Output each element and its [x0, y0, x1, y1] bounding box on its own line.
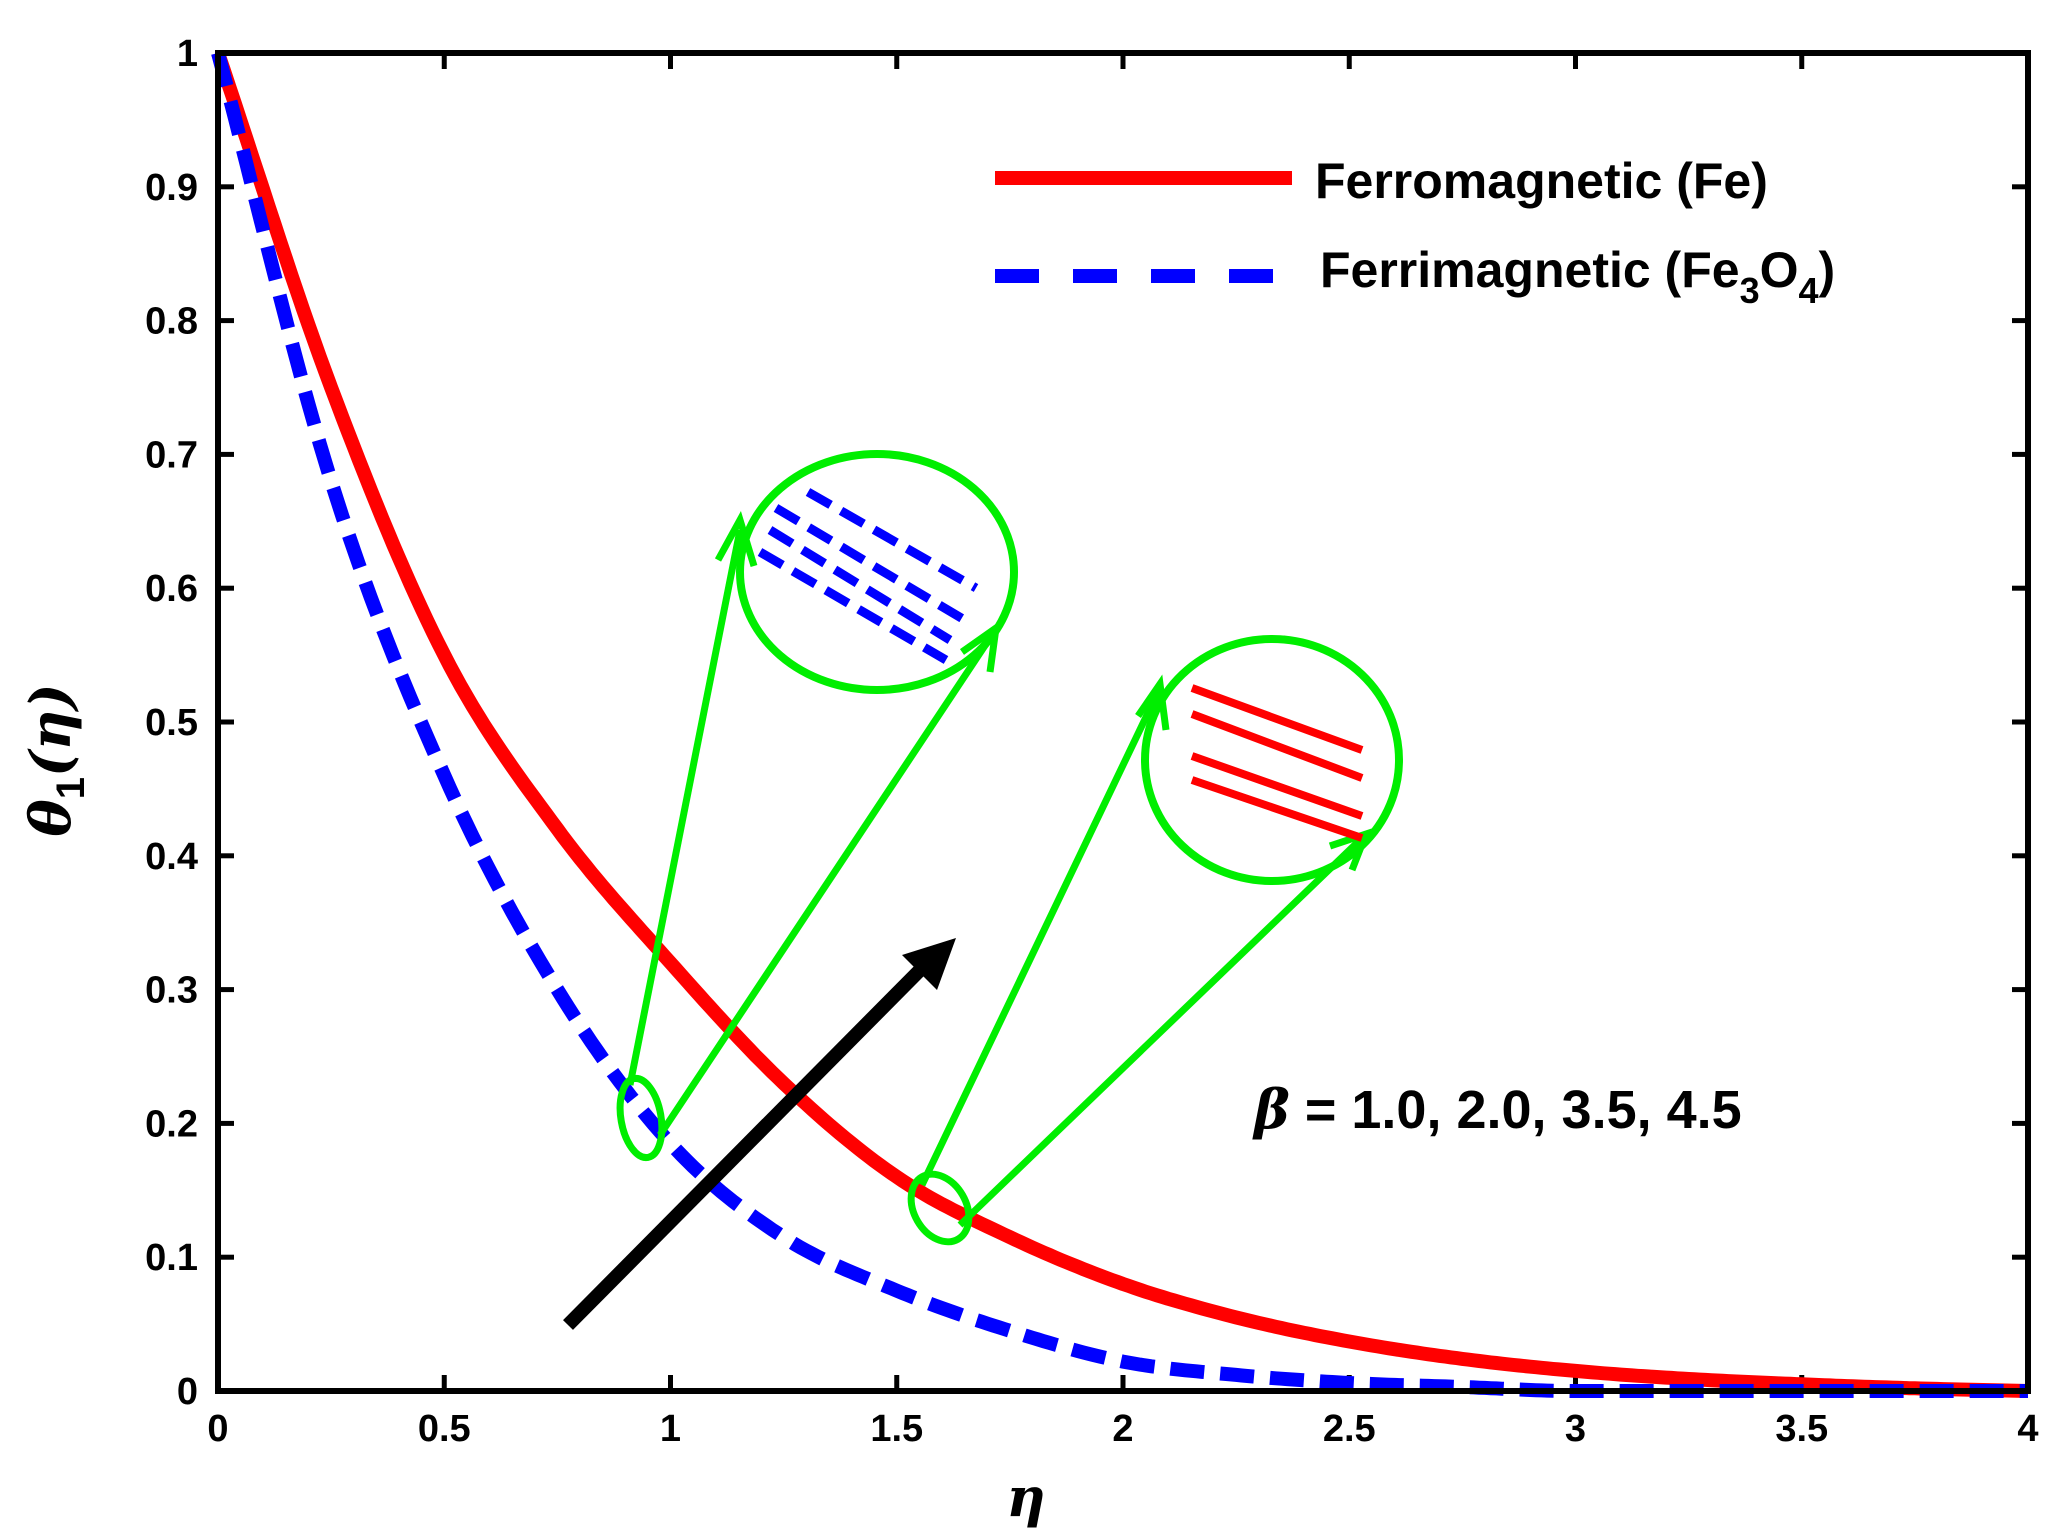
y-tick-label: 0.8: [145, 301, 198, 343]
zoom-magnifier-blue: [736, 450, 1018, 694]
legend-label-ferromagnetic: Ferromagnetic (Fe): [1315, 153, 1768, 209]
x-tick-label: 1: [660, 1408, 681, 1450]
x-tick-label: 0: [207, 1408, 228, 1450]
x-tick-label: 2.5: [1323, 1408, 1376, 1450]
trend-arrow-shaft: [563, 957, 933, 1330]
x-tick-label: 2: [1112, 1408, 1133, 1450]
y-tick-label: 0.9: [145, 167, 198, 209]
zoom-arrow-red-1: [918, 690, 1162, 1187]
y-tick-label: 0.6: [145, 568, 198, 610]
zoom-arrowhead-red-1: [1135, 674, 1170, 731]
zoom-arrowhead-blue-1: [714, 511, 758, 568]
tick-labels: 0 0.5 1 1.5 2 2.5 3 3.5 4 0 0.1 0.2 0.3 0.4 0.5 0.6 0.7 0…: [145, 33, 2038, 1450]
zoom-detail-red-3: [1190, 752, 1364, 820]
beta-values: = 1.0, 2.0, 3.5, 4.5: [1290, 1080, 1742, 1140]
zoom-arrow-blue-2: [657, 636, 993, 1137]
zoom-detail-red-4: [1190, 776, 1364, 842]
legend-label-ferrimagnetic: Ferrimagnetic (Fe3O4): [1320, 242, 1835, 311]
y-tick-label: 1: [177, 33, 198, 75]
y-tick-label: 0: [177, 1371, 198, 1413]
svg-text:θ1(η): θ1(η): [18, 683, 93, 836]
zoom-magnifier-red: [1141, 635, 1403, 885]
zoom-detail-red-1: [1190, 684, 1364, 754]
x-tick-label: 3: [1565, 1408, 1586, 1450]
y-axis-title-sub: 1: [49, 777, 93, 799]
zoom-callout-red: [907, 635, 1403, 1246]
legend: Ferromagnetic (Fe) Ferrimagnetic (Fe3O4): [995, 153, 1835, 311]
plot-frame: [215, 50, 2031, 1394]
y-tick-label: 0.3: [145, 970, 198, 1012]
y-axis-title-main: θ: [18, 799, 84, 837]
y-tick-label: 0.4: [145, 836, 198, 878]
x-tick-label: 1.5: [870, 1408, 923, 1450]
y-tick-label: 0.2: [145, 1103, 198, 1145]
x-tick-label: 0.5: [418, 1408, 471, 1450]
y-tick-label: 0.7: [145, 434, 198, 476]
trend-arrow-head: [902, 938, 956, 990]
zoom-source-ellipse-red: [907, 1170, 973, 1246]
y-tick-label: 0.5: [145, 702, 198, 744]
y-axis-title: θ1(η): [18, 683, 93, 836]
parameter-annotation: β = 1.0, 2.0, 3.5, 4.5: [1252, 1077, 1742, 1141]
zoom-arrowhead-blue-2: [959, 620, 1001, 673]
y-axis-title-arg: (η): [18, 683, 84, 777]
zoom-detail-blue-1: [805, 488, 979, 592]
beta-symbol: β: [1252, 1077, 1290, 1141]
zoom-arrowhead-red-2: [1328, 828, 1372, 872]
x-tick-label: 4: [2017, 1408, 2038, 1450]
y-tick-label: 0.1: [145, 1237, 198, 1279]
x-axis-title: η: [1006, 1465, 1045, 1529]
zoom-detail-blue-3: [767, 526, 953, 644]
x-tick-label: 3.5: [1775, 1408, 1828, 1450]
zoom-arrow-red-2: [957, 835, 1365, 1228]
zoom-detail-red-2: [1190, 710, 1364, 782]
trend-arrow: [563, 938, 956, 1330]
zoom-callout-blue: [616, 450, 1018, 1162]
zoom-arrow-blue-1: [626, 529, 744, 1086]
series-line-ferromagnetic: [211, 50, 2030, 1398]
